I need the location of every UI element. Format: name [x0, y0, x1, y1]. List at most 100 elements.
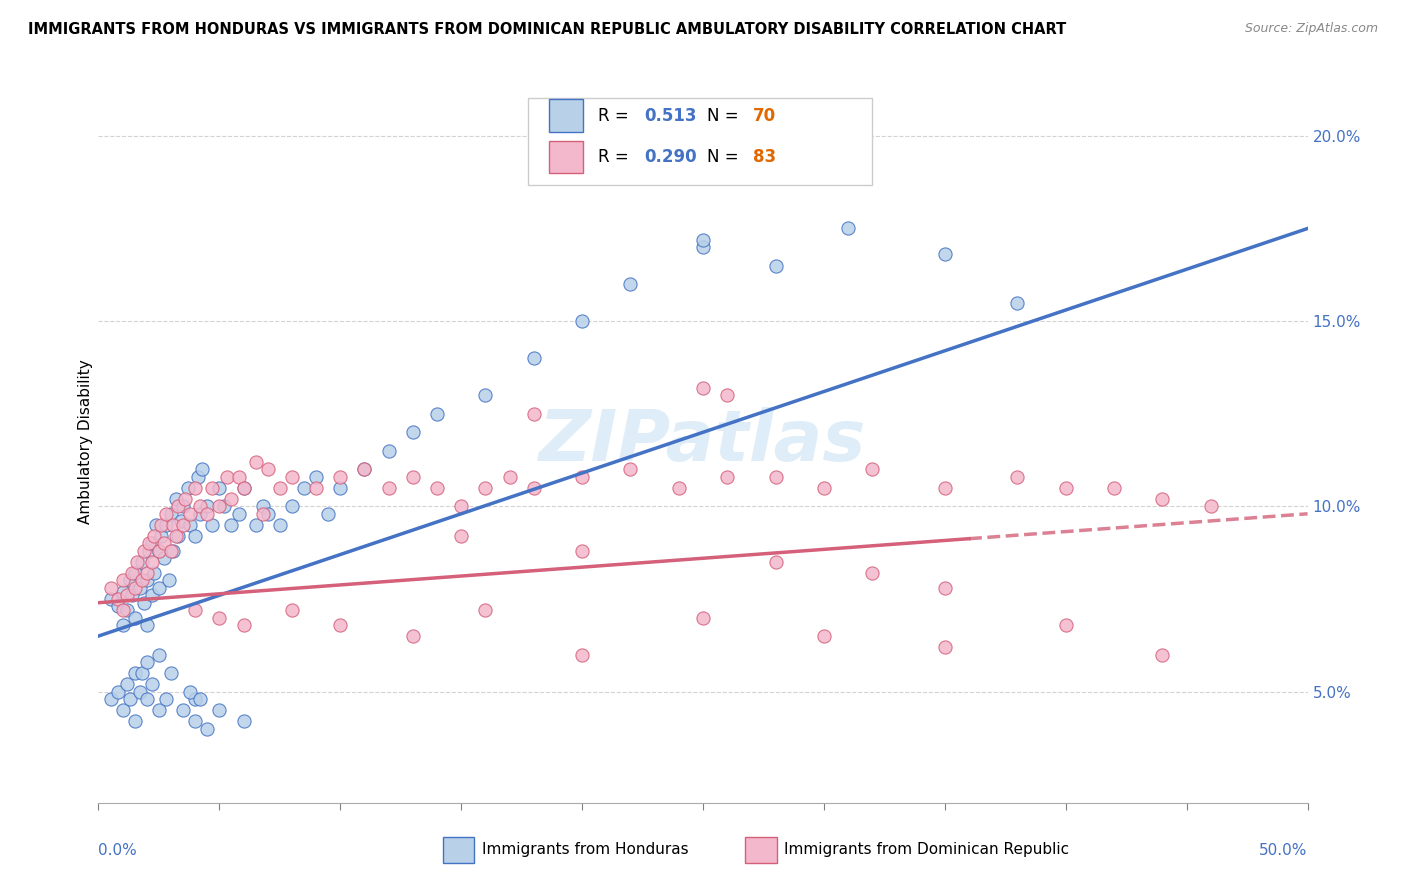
Point — [148, 581, 170, 595]
Point — [157, 574, 180, 588]
Point — [252, 507, 274, 521]
Point — [402, 425, 425, 440]
Point — [124, 566, 146, 580]
Point — [117, 588, 139, 602]
Point — [141, 588, 163, 602]
Text: 83: 83 — [752, 148, 776, 166]
Point — [523, 407, 546, 421]
Point — [152, 536, 174, 550]
Point — [184, 603, 207, 617]
Point — [177, 481, 200, 495]
Point — [118, 574, 141, 588]
Point — [160, 544, 183, 558]
Point — [281, 603, 304, 617]
Point — [143, 529, 166, 543]
Point — [150, 517, 173, 532]
Point — [402, 469, 425, 483]
Point — [172, 517, 194, 532]
Point — [107, 592, 129, 607]
Point — [765, 259, 787, 273]
Point — [118, 692, 141, 706]
Point — [131, 555, 153, 569]
Point — [232, 481, 254, 495]
Y-axis label: Ambulatory Disability: Ambulatory Disability — [77, 359, 93, 524]
Point — [187, 469, 209, 483]
Point — [135, 574, 157, 588]
Point — [107, 684, 129, 698]
Point — [692, 381, 714, 395]
Point — [934, 481, 956, 495]
Bar — [527, 98, 872, 185]
Point — [619, 462, 641, 476]
Point — [1007, 295, 1029, 310]
Point — [1152, 648, 1174, 662]
Point — [1199, 500, 1222, 514]
Point — [256, 507, 278, 521]
Point — [155, 692, 177, 706]
Point — [1054, 618, 1077, 632]
Point — [131, 666, 153, 681]
Point — [269, 481, 291, 495]
Point — [523, 481, 546, 495]
Point — [121, 588, 143, 602]
Point — [269, 517, 291, 532]
Point — [934, 581, 956, 595]
Point — [221, 491, 243, 506]
Point — [152, 551, 174, 566]
Point — [165, 529, 187, 543]
Point — [188, 507, 211, 521]
Point — [523, 351, 546, 366]
Point — [128, 684, 150, 698]
Point — [1152, 491, 1174, 506]
Point — [860, 462, 883, 476]
Point — [353, 462, 375, 476]
Point — [191, 462, 214, 476]
Text: 50.0%: 50.0% — [1260, 843, 1308, 857]
Point — [571, 469, 593, 483]
Point — [107, 599, 129, 614]
Point — [813, 629, 835, 643]
Point — [668, 481, 690, 495]
Point — [169, 514, 191, 528]
Bar — [443, 837, 474, 863]
Point — [934, 640, 956, 655]
Point — [150, 529, 173, 543]
Point — [131, 574, 153, 588]
Point — [245, 455, 267, 469]
Point — [174, 491, 197, 506]
Point — [172, 500, 194, 514]
Text: R =: R = — [598, 107, 634, 125]
Point — [117, 677, 139, 691]
Point — [353, 462, 375, 476]
Point — [292, 481, 315, 495]
Point — [141, 536, 163, 550]
Point — [138, 536, 160, 550]
Point — [716, 388, 738, 402]
Point — [281, 469, 304, 483]
Point — [195, 500, 218, 514]
Point — [232, 481, 254, 495]
Point — [474, 481, 496, 495]
Point — [765, 469, 787, 483]
Point — [256, 462, 278, 476]
Point — [121, 566, 143, 580]
Point — [474, 388, 496, 402]
Point — [934, 247, 956, 261]
Point — [377, 443, 399, 458]
Point — [426, 481, 449, 495]
Text: R =: R = — [598, 148, 634, 166]
Point — [860, 566, 883, 580]
Point — [208, 610, 231, 624]
Point — [232, 618, 254, 632]
Point — [134, 544, 156, 558]
Point — [201, 481, 224, 495]
Point — [221, 517, 243, 532]
Point — [145, 517, 167, 532]
Point — [215, 469, 238, 483]
Bar — [745, 837, 776, 863]
Point — [228, 507, 250, 521]
Point — [1102, 481, 1125, 495]
Point — [167, 500, 190, 514]
Text: 0.290: 0.290 — [644, 148, 696, 166]
Point — [134, 596, 156, 610]
